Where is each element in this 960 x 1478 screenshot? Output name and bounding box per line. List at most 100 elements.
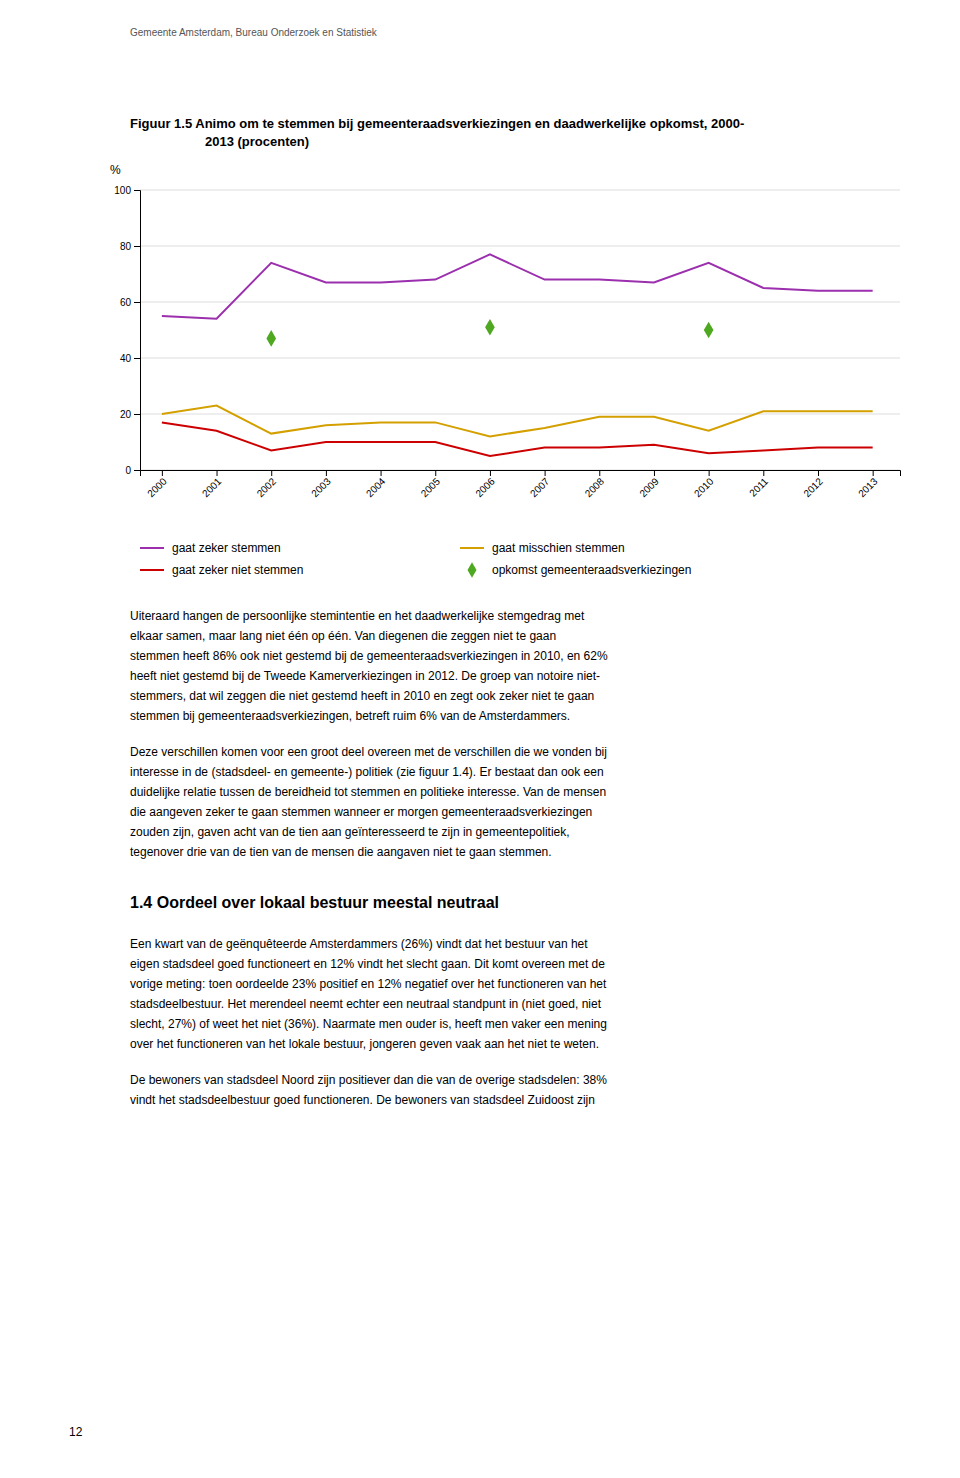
chart: 2000 2001 2002 2003 2004 2005 2006 2007 2008 2009… [110, 163, 901, 499]
section-text: over het functioneren van het lokale bes… [130, 1037, 599, 1051]
legend-swatch [460, 547, 484, 549]
section-text: vindt het stadsdeelbestuur goed function… [130, 1093, 595, 1107]
legend: gaat zeker stemmen gaat misschien stemmen… [140, 541, 691, 578]
legend-label: gaat misschien stemmen [492, 541, 625, 555]
x-tick: 2008 [583, 470, 607, 499]
section-title: 1.4 Oordeel over lokaal bestuur meestal … [130, 894, 499, 911]
body-text: tegenover drie van de tien van de mensen… [130, 845, 552, 859]
x-tick-mark [271, 470, 272, 476]
x-tick-label: 2013 [856, 475, 880, 499]
series-line [162, 254, 873, 318]
y-tick-mark [134, 358, 140, 359]
x-tick-mark [326, 470, 327, 476]
x-tick-mark [162, 470, 163, 476]
x-tick: 2002 [255, 470, 279, 499]
plot-marks [162, 254, 873, 456]
x-tick: 2003 [309, 470, 333, 499]
y-tick: 0 [125, 465, 140, 476]
x-tick: 2012 [801, 470, 825, 499]
x-tick-mark [763, 470, 764, 476]
legend-swatch [140, 547, 164, 549]
x-tick-mark [599, 470, 600, 476]
section-text: eigen stadsdeel goed functioneert en 12%… [130, 957, 605, 971]
y-tick: 40 [120, 353, 140, 364]
scatter-point [485, 319, 495, 336]
body-text: stemmen bij gemeenteraadsverkiezingen, b… [130, 709, 570, 723]
legend-label: opkomst gemeenteraadsverkiezingen [492, 563, 691, 577]
grid-line [140, 190, 900, 191]
x-tick-label: 2010 [692, 475, 716, 499]
body-text: interesse in de (stadsdeel- en gemeente-… [130, 765, 604, 779]
y-tick-label: 40 [120, 353, 132, 364]
x-tick: 2005 [419, 470, 443, 499]
body-text: heeft niet gestemd bij de Tweede Kamerve… [130, 669, 600, 683]
y-tick: 100 [114, 185, 140, 196]
section-text: slecht, 27%) of weet het niet (36%). Naa… [130, 1017, 607, 1031]
x-tick-mark [381, 470, 382, 476]
body-text: die aangeven zeker te gaan stemmen wanne… [130, 805, 592, 819]
header-text: Gemeente Amsterdam, Bureau Onderzoek en … [130, 27, 378, 38]
x-tick: 2007 [528, 470, 552, 499]
x-tick-label: 2007 [528, 475, 552, 499]
scatter-point [704, 322, 714, 339]
x-tick-mark [435, 470, 436, 476]
y-tick: 20 [120, 409, 140, 420]
x-tick: 2000 [145, 470, 169, 499]
body-text: zouden zijn, gaven acht van de tien aan … [130, 825, 570, 839]
x-tick-label: 2012 [801, 475, 825, 499]
legend-label: gaat zeker stemmen [172, 541, 281, 555]
x-tick-label: 2004 [364, 475, 388, 499]
x-tick-label: 2011 [747, 475, 770, 498]
section-text: Een kwart van de geënquêteerde Amsterdam… [130, 937, 588, 951]
x-tick-mark [873, 470, 874, 476]
x-tick-label: 2006 [473, 475, 497, 499]
grid-line [140, 358, 900, 359]
y-tick-label: 60 [120, 297, 132, 308]
y-tick-label: 20 [120, 409, 132, 420]
x-tick-mark [217, 470, 218, 476]
x-tick: 2006 [473, 470, 497, 499]
y-tick: 80 [120, 241, 140, 252]
y-tick: 60 [120, 297, 140, 308]
x-tick: 2001 [200, 470, 224, 499]
x-tick-label: 2008 [583, 475, 607, 499]
body-text: elkaar samen, maar lang niet één op één.… [130, 629, 556, 643]
y-tick-mark [134, 190, 140, 191]
series-line [162, 406, 873, 437]
scatter-point [266, 330, 276, 347]
body-text: duidelijke relatie tussen de bereidheid … [130, 785, 606, 799]
page: Gemeente Amsterdam, Bureau Onderzoek en … [0, 0, 960, 1478]
grid-line [140, 246, 900, 247]
x-tick-mark [545, 470, 546, 476]
x-tick-mark [709, 470, 710, 476]
x-tick: 2009 [637, 470, 661, 499]
legend-item: gaat zeker niet stemmen [140, 563, 303, 577]
legend-item: gaat misschien stemmen [460, 541, 625, 555]
chart-title: Figuur 1.5 Animo om te stemmen bij gemee… [130, 116, 744, 131]
x-tick-label: 2009 [637, 475, 661, 499]
legend-swatch [140, 569, 164, 571]
x-tick-mark [654, 470, 655, 476]
y-axis-label: % [110, 163, 121, 177]
x-tick: 2010 [692, 470, 716, 499]
x-tick: 2011 [747, 470, 770, 499]
y-axis-line [134, 191, 141, 471]
section-text: vorige meting: toen oordeelde 23% positi… [130, 977, 607, 991]
page-number: 12 [69, 1425, 83, 1439]
x-tick-label: 2002 [255, 475, 279, 499]
x-tick-label: 2003 [309, 475, 333, 499]
grid-line [140, 414, 900, 415]
x-tick-mark [490, 470, 491, 476]
y-tick-label: 80 [120, 241, 132, 252]
y-tick-mark [134, 302, 140, 303]
y-tick-mark [134, 414, 140, 415]
body-text: Deze verschillen komen voor een groot de… [130, 745, 607, 759]
grid [140, 190, 900, 470]
x-tick-label: 2000 [145, 475, 169, 499]
x-tick-label: 2005 [419, 475, 443, 499]
y-tick-label: 0 [125, 465, 131, 476]
legend-label: gaat zeker niet stemmen [172, 563, 303, 577]
y-tick-mark [134, 246, 140, 247]
x-axis: 2000 2001 2002 2003 2004 2005 2006 2007 2008 2009… [141, 470, 901, 499]
y-tick-label: 100 [114, 185, 131, 196]
